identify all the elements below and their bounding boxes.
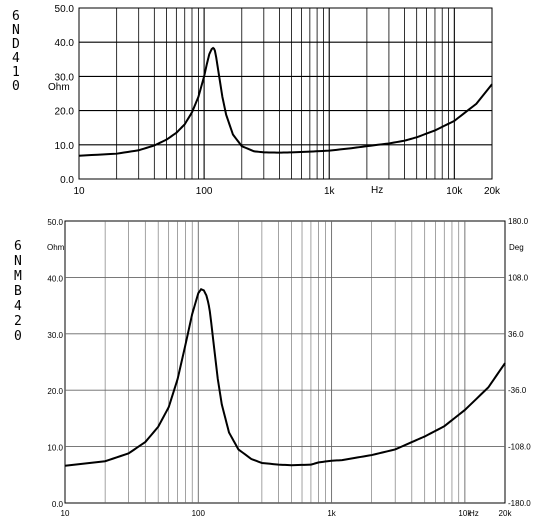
x-tick-label: 10k [446, 186, 463, 197]
chart2-frame [64, 220, 506, 504]
model-label-char: M [14, 269, 22, 284]
model-label-char: 0 [12, 79, 20, 94]
y-tick-label: 40.0 [47, 274, 63, 283]
chart2-x-axis-label: Hz [469, 509, 479, 518]
y2-tick-label: 108.0 [508, 273, 529, 282]
model-label-char: 0 [14, 329, 22, 344]
chart2-plot: 0.0 10.0 20.0 30.0 40.0 50.0 -180.0 -108.0 -36.0… [47, 217, 531, 518]
y-tick-label: 0.0 [60, 175, 74, 186]
x-tick-label: 100 [196, 186, 213, 197]
y-tick-label: 40.0 [55, 38, 75, 49]
chart2-y2-axis-label: Deg [509, 243, 524, 252]
model-label-char: N [14, 254, 22, 269]
model-label-char: 6 [12, 9, 20, 24]
y-tick-label: 0.0 [52, 500, 64, 509]
y-tick-label: 20.0 [47, 387, 63, 396]
chart2-ticks: 0.0 10.0 20.0 30.0 40.0 50.0 -180.0 -108.0 -36.0… [47, 217, 531, 518]
x-tick-label: 1k [327, 509, 336, 518]
model-label-char: 1 [12, 65, 20, 80]
model-label-char: N [12, 23, 20, 38]
chart1-grid [79, 8, 492, 179]
chart2-y-axis-label: Ohm [47, 243, 65, 252]
model-label-char: 6 [14, 239, 22, 254]
chart1-plot: 0.0 10.0 20.0 30.0 40.0 50.0 10 100 1k 10k 20k Ohm… [48, 4, 501, 197]
chart2-grid [65, 221, 505, 503]
model-label-char: D [12, 37, 20, 52]
x-tick-label: 1k [324, 186, 336, 197]
chart1-ticks: 0.0 10.0 20.0 30.0 40.0 50.0 10 100 1k 10k 20k [55, 4, 502, 197]
x-tick-label: 10k [458, 509, 472, 518]
chart1-frame [78, 7, 493, 180]
y-tick-label: 50.0 [47, 218, 63, 227]
y2-tick-label: 180.0 [508, 217, 529, 226]
chart1-impedance-curve [78, 46, 493, 157]
model-label-char: 4 [14, 299, 22, 314]
y2-tick-label: -180.0 [508, 499, 531, 508]
y2-tick-label: 36.0 [508, 330, 524, 339]
x-tick-label: 20k [484, 186, 501, 197]
x-tick-label: 10 [61, 509, 70, 518]
y-tick-label: 10.0 [47, 444, 63, 453]
x-tick-label: 100 [192, 509, 206, 518]
y-tick-label: 10.0 [55, 141, 75, 152]
model-label-char: B [14, 284, 22, 299]
y-tick-label: 20.0 [55, 107, 75, 118]
x-tick-label: 20k [499, 509, 513, 518]
y2-tick-label: -36.0 [508, 386, 527, 395]
y-tick-label: 30.0 [55, 72, 75, 83]
chart1-y-axis-label: Ohm [48, 82, 70, 93]
y-tick-label: 30.0 [47, 331, 63, 340]
y-tick-label: 50.0 [55, 4, 75, 15]
chart2-impedance-curve [64, 288, 506, 467]
model-label-char: 2 [14, 314, 22, 329]
y2-tick-label: -108.0 [508, 443, 531, 452]
x-tick-label: 10 [73, 186, 85, 197]
model-label-char: 4 [12, 51, 20, 66]
chart1-x-axis-label: Hz [371, 185, 383, 196]
